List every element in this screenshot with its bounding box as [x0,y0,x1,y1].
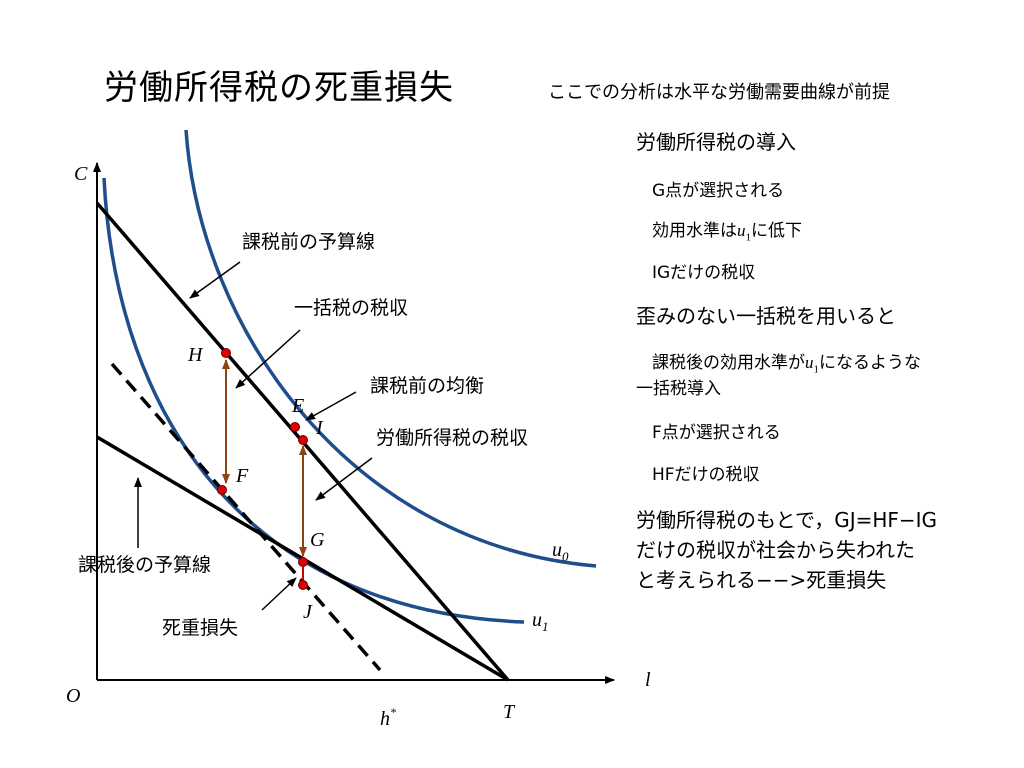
axis-x-label: l [645,669,651,691]
note-conclusion-line1: 労働所得税のもとで，GJ=HF−IG [636,508,938,532]
note-heading-introduction: 労働所得税の導入 [636,130,796,154]
annot-income-tax-revenue: 労働所得税の税収 [376,427,528,449]
note-heading-lump-sum: 歪みのない一括税を用いると [636,304,896,328]
pointer-pretax-equilibrium [305,391,357,421]
lump-sum-budget-line [110,362,382,672]
annot-deadweight: 死重損失 [162,617,238,639]
page-title: 労働所得税の死重損失 [104,68,454,108]
curve-u1-label: u1 [532,609,549,634]
annot-pretax-equilibrium: 課税前の均衡 [370,375,484,397]
hstar-label: h* [380,705,396,730]
axis-y-label: C [74,163,88,185]
point-I [298,435,308,445]
point-E-label: E [291,395,304,417]
annot-lump-revenue: 一括税の税収 [294,297,408,319]
point-E [290,422,300,432]
note-conclusion-line2: だけの税収が社会から失われた [636,538,915,562]
note-g-selected: G点が選択される [652,181,785,201]
annot-posttax-budget: 課税後の予算線 [78,554,211,576]
note-conclusion-line3: と考えられる−−>死重損失 [636,568,887,592]
page-subtitle: ここでの分析は水平な労働需要曲線が前提 [548,82,890,103]
note-lump-sum-utility: 課税後の効用水準がu1になるような [652,353,921,376]
point-I-label: I [315,417,324,439]
indifference-curve-u0 [184,129,597,568]
pointer-income-tax-revenue [315,457,373,501]
note-hf-revenue: HFだけの税収 [652,465,760,485]
note-ig-revenue: IGだけの税収 [652,263,756,283]
note-f-selected: F点が選択される [652,423,781,443]
origin-label: O [66,685,80,707]
note-lump-sum-introduce: 一括税導入 [636,379,721,399]
indifference-curve-u1 [102,177,525,624]
point-H-label: H [187,344,204,366]
pointer-pretax-budget [189,261,241,299]
curve-u0-label: u0 [552,539,569,564]
annot-pretax-budget: 課税前の予算線 [242,231,375,253]
point-H [221,348,231,358]
note-utility-drop: 効用水準はu1に低下 [652,221,802,244]
point-G-label: G [310,529,325,551]
point-F-label: F [235,465,249,487]
point-J-label: J [303,601,313,623]
point-T-label: T [503,701,516,723]
point-F [217,485,227,495]
pointer-deadweight [261,577,297,611]
point-G [298,557,308,567]
point-J [298,580,308,590]
pointer-lump-revenue [235,329,301,389]
